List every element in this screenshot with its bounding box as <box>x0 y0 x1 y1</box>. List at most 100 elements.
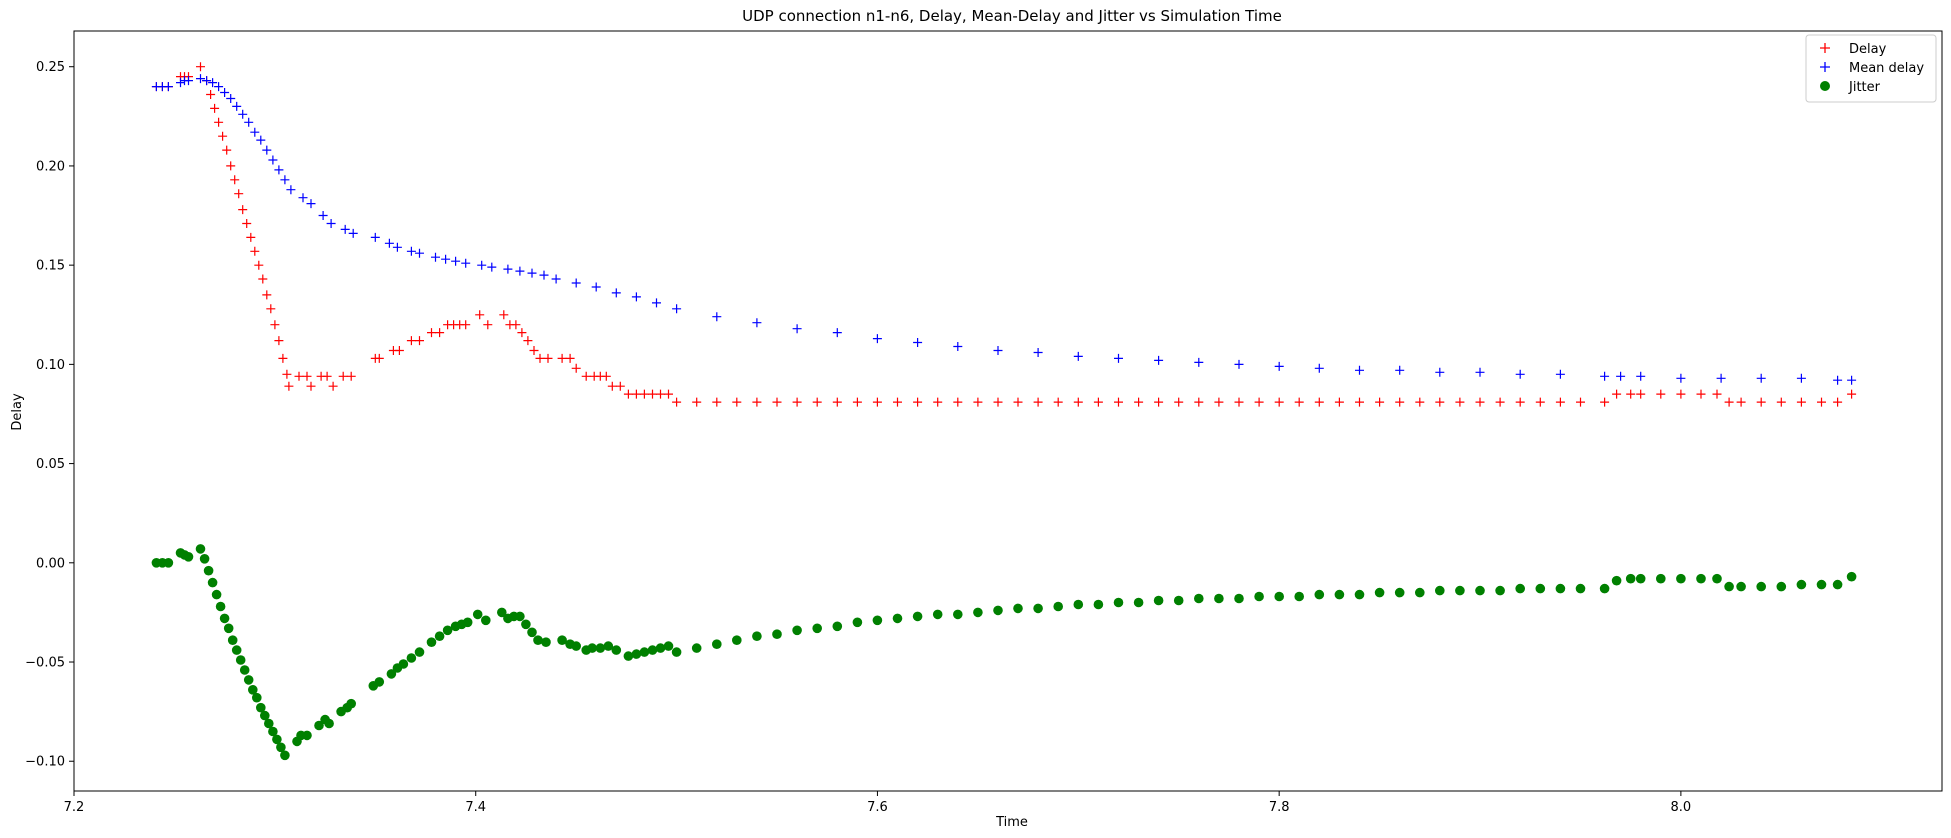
mean-delay-point <box>226 94 236 103</box>
mean-delay-point <box>1395 365 1405 375</box>
delay-point <box>752 397 762 407</box>
jitter-point <box>1214 593 1224 604</box>
jitter-point <box>207 577 218 588</box>
chart-title: UDP connection n1-n6, Delay, Mean-Delay … <box>742 7 1282 25</box>
delay-point <box>483 320 493 330</box>
jitter-point <box>239 665 250 675</box>
delay-point <box>852 397 862 407</box>
jitter-point <box>1394 587 1405 598</box>
jitter-point <box>1676 573 1686 584</box>
jitter-point <box>1073 599 1084 610</box>
delay-point <box>322 371 332 381</box>
jitter-point <box>1354 589 1365 600</box>
mean-delay-point <box>832 328 842 338</box>
jitter-point <box>571 641 581 651</box>
y-tick-label: 0.05 <box>36 457 65 472</box>
mean-delay-point <box>268 155 278 165</box>
mean-delay-point <box>1833 375 1843 385</box>
jitter-point <box>314 720 324 731</box>
jitter-point <box>1816 579 1827 590</box>
plot-area <box>151 62 1857 761</box>
delay-point <box>1636 389 1646 399</box>
jitter-point <box>260 710 270 721</box>
jitter-point <box>1724 581 1734 592</box>
jitter-point <box>1776 581 1787 592</box>
delay-point <box>266 304 276 314</box>
jitter-point <box>251 692 262 703</box>
jitter-point <box>1455 585 1465 596</box>
delay-point <box>427 328 436 338</box>
jitter-point <box>272 734 282 745</box>
jitter-point <box>1756 581 1766 592</box>
delay-point <box>1756 397 1766 407</box>
delay-point <box>1676 389 1686 399</box>
mean-delay-point <box>1847 375 1857 385</box>
mean-delay-point <box>384 238 394 248</box>
delay-point <box>1576 397 1585 407</box>
delay-point <box>1214 397 1224 407</box>
delay-point <box>615 381 625 391</box>
mean-delay-point <box>527 268 537 278</box>
jitter-point <box>1846 571 1857 582</box>
mean-delay-point <box>1475 367 1485 377</box>
delay-point <box>246 232 256 242</box>
mean-delay-point <box>872 334 882 344</box>
delay-point <box>1435 397 1445 407</box>
delay-point <box>529 346 539 355</box>
delay-point <box>258 274 268 284</box>
jitter-point <box>276 742 286 753</box>
delay-point <box>1712 389 1722 399</box>
jitter-point <box>631 649 642 659</box>
mean-delay-point <box>326 219 336 228</box>
jitter-point <box>442 625 453 636</box>
delay-point <box>214 117 224 127</box>
mean-delay-point <box>672 304 682 314</box>
jitter-point <box>1832 579 1843 590</box>
delay-point <box>282 369 292 379</box>
jitter-point <box>1113 597 1124 608</box>
delay-point <box>250 246 260 256</box>
jitter-point <box>215 601 226 612</box>
jitter-point <box>533 635 543 645</box>
delay-point <box>1274 397 1284 407</box>
delay-point <box>812 397 822 407</box>
mean-delay-point <box>163 82 173 92</box>
x-tick-label: 7.4 <box>465 800 486 815</box>
jitter-point <box>1314 589 1325 600</box>
delay-point <box>1736 397 1746 407</box>
jitter-point <box>1194 593 1204 604</box>
mean-delay-point <box>591 282 601 292</box>
jitter-point <box>264 718 274 729</box>
jitter-point <box>557 635 567 645</box>
mean-delay-point <box>318 211 328 220</box>
y-tick-label: −0.10 <box>25 755 65 770</box>
delay-point <box>1600 397 1610 407</box>
mean-delay-point <box>913 338 923 347</box>
jitter-point <box>231 645 242 655</box>
delay-point <box>346 371 356 381</box>
mean-delay-point <box>515 266 525 276</box>
delay-point <box>893 397 902 407</box>
jitter-point <box>481 615 491 626</box>
jitter-point <box>1294 591 1304 602</box>
jitter-point <box>812 623 822 634</box>
jitter-point <box>1033 603 1043 614</box>
delay-point <box>218 131 228 141</box>
delay-point <box>234 189 244 199</box>
jitter-point <box>892 613 903 624</box>
delay-point <box>607 381 617 391</box>
legend-label-mean-delay: Mean delay <box>1849 61 1924 76</box>
delay-point <box>1495 397 1505 407</box>
delay-point <box>623 389 633 399</box>
delay-point <box>692 397 702 407</box>
jitter-point <box>1013 603 1023 614</box>
jitter-point <box>852 617 863 628</box>
delay-point <box>732 397 742 407</box>
delay-point <box>294 371 304 381</box>
jitter-point <box>235 655 246 665</box>
mean-delay-point <box>571 278 581 288</box>
delay-point <box>226 161 236 171</box>
delay-point <box>601 371 611 381</box>
jitter-point <box>973 607 983 618</box>
mean-delay-point <box>1033 348 1043 357</box>
